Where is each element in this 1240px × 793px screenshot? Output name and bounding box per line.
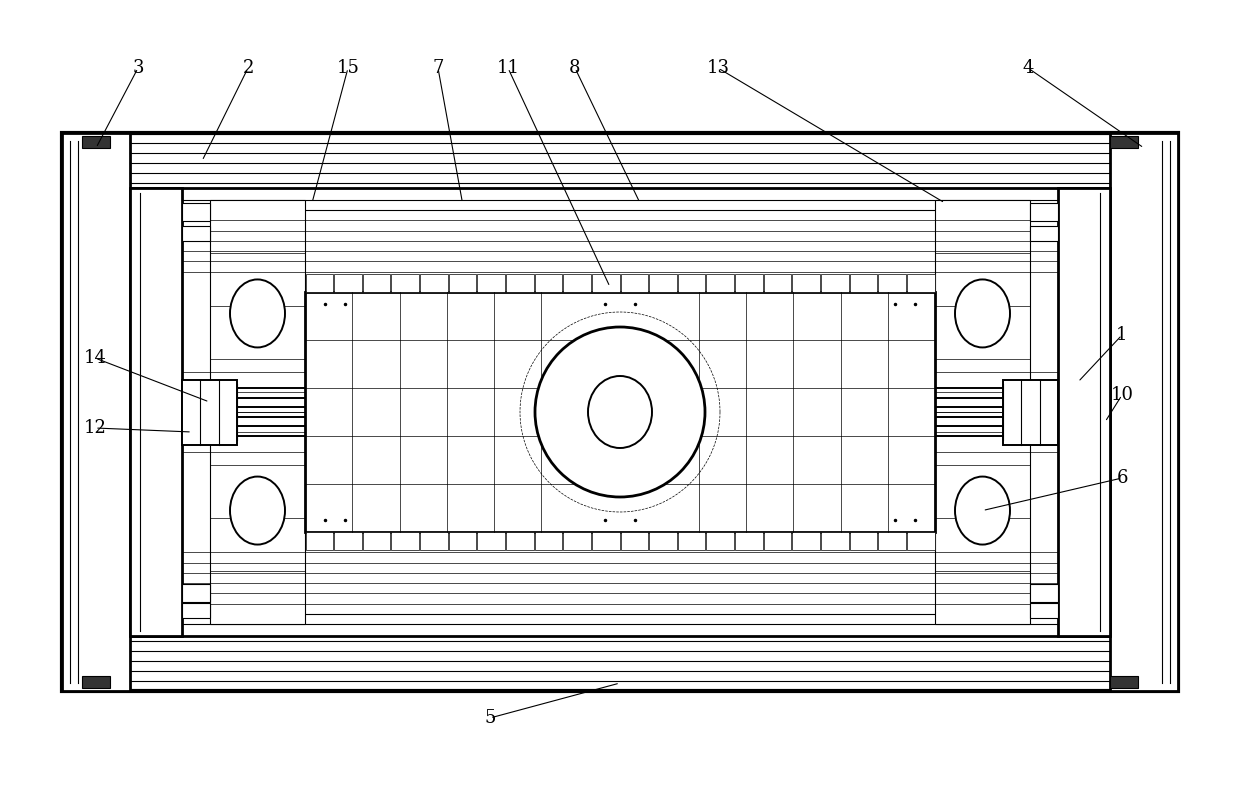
Bar <box>1110 133 1178 691</box>
Text: 8: 8 <box>569 59 580 77</box>
Bar <box>477 274 505 292</box>
Ellipse shape <box>955 279 1011 347</box>
Bar <box>1030 226 1058 241</box>
Bar <box>620 274 649 292</box>
Bar <box>678 274 706 292</box>
Bar <box>392 532 419 550</box>
Bar <box>182 226 210 241</box>
Bar <box>334 532 362 550</box>
Bar <box>821 532 848 550</box>
Bar <box>534 274 562 292</box>
Ellipse shape <box>534 327 706 497</box>
Bar <box>821 274 848 292</box>
Bar <box>906 532 935 550</box>
Bar <box>1110 136 1138 148</box>
Bar <box>449 274 476 292</box>
Text: 14: 14 <box>83 349 107 367</box>
Bar <box>678 532 706 550</box>
Bar <box>449 532 476 550</box>
Bar <box>62 133 130 691</box>
Text: 4: 4 <box>1022 59 1034 77</box>
Bar <box>363 532 391 550</box>
Text: 1: 1 <box>1116 326 1127 344</box>
Bar <box>707 532 734 550</box>
Bar <box>506 274 533 292</box>
Bar <box>764 274 791 292</box>
Bar <box>130 188 1110 636</box>
Bar <box>620 532 649 550</box>
Bar <box>563 274 591 292</box>
Text: 15: 15 <box>336 59 360 77</box>
Bar <box>735 532 763 550</box>
Bar <box>649 274 677 292</box>
Bar <box>420 532 448 550</box>
Bar <box>305 292 935 532</box>
Bar <box>1030 203 1058 221</box>
Bar <box>1003 380 1058 445</box>
Bar <box>1058 188 1110 636</box>
Bar <box>305 274 334 292</box>
Bar <box>82 136 110 148</box>
Text: 2: 2 <box>242 59 254 77</box>
Bar <box>334 274 362 292</box>
Bar <box>477 532 505 550</box>
Bar <box>62 133 1178 691</box>
Bar <box>878 274 906 292</box>
Text: 3: 3 <box>133 59 144 77</box>
Bar <box>534 532 562 550</box>
Text: 12: 12 <box>83 419 107 437</box>
Bar <box>649 532 677 550</box>
Bar <box>182 603 210 618</box>
Bar <box>363 274 391 292</box>
Bar <box>563 532 591 550</box>
Bar <box>1030 603 1058 618</box>
Bar <box>735 274 763 292</box>
Bar <box>764 532 791 550</box>
Bar <box>591 274 620 292</box>
Ellipse shape <box>955 477 1011 545</box>
Bar <box>82 676 110 688</box>
Text: 10: 10 <box>1111 386 1133 404</box>
Ellipse shape <box>229 279 285 347</box>
Bar <box>182 584 210 602</box>
Bar <box>182 203 210 221</box>
Bar <box>420 274 448 292</box>
Bar <box>506 532 533 550</box>
Bar <box>878 532 906 550</box>
Bar <box>792 274 820 292</box>
Bar <box>849 532 877 550</box>
Ellipse shape <box>229 477 285 545</box>
Bar <box>906 274 935 292</box>
Bar <box>130 188 182 636</box>
Bar <box>707 274 734 292</box>
Bar <box>392 274 419 292</box>
Bar <box>935 200 1030 624</box>
Bar <box>182 380 237 445</box>
Text: 11: 11 <box>496 59 520 77</box>
Text: 13: 13 <box>707 59 729 77</box>
Text: 7: 7 <box>433 59 444 77</box>
Text: 5: 5 <box>485 709 496 727</box>
Bar <box>792 532 820 550</box>
Bar <box>1110 676 1138 688</box>
Bar <box>1030 584 1058 602</box>
Bar <box>305 532 334 550</box>
Bar <box>591 532 620 550</box>
Text: 6: 6 <box>1116 469 1127 487</box>
Bar <box>849 274 877 292</box>
Ellipse shape <box>588 376 652 448</box>
Bar <box>210 200 305 624</box>
